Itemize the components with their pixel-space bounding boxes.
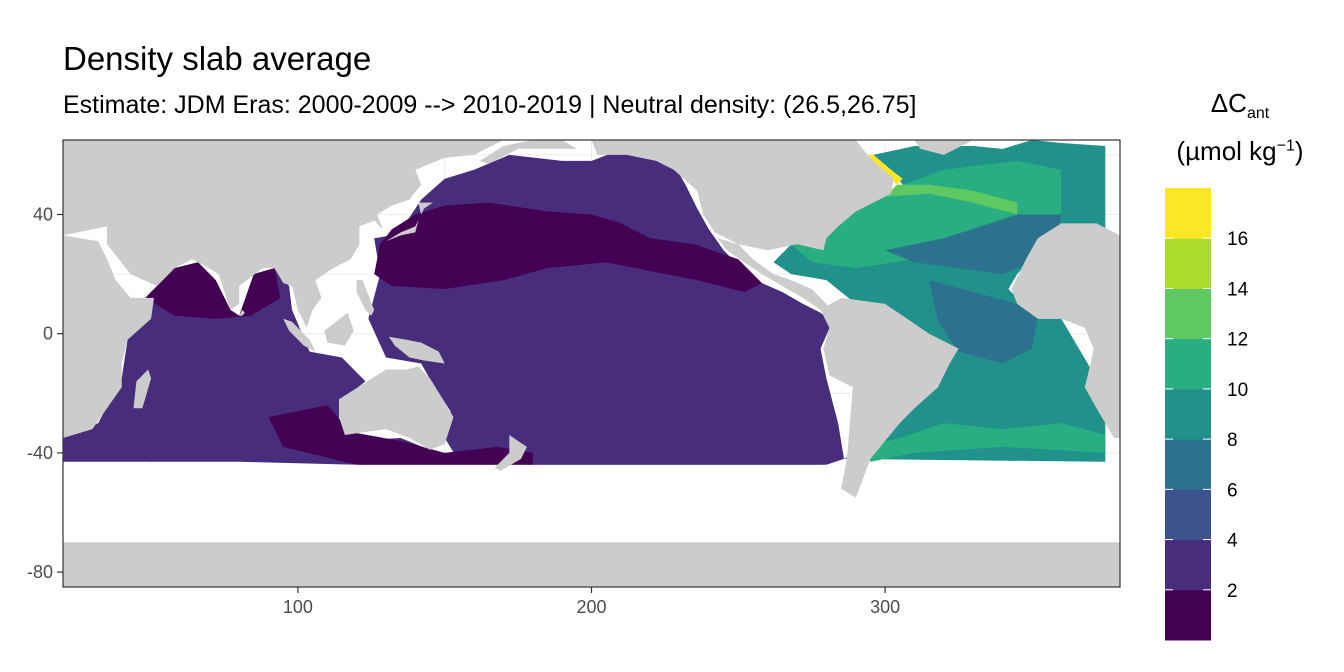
land-madagascar xyxy=(133,369,152,409)
land-australia xyxy=(339,366,454,450)
ocean-patch-layer xyxy=(145,154,1106,468)
land-layer xyxy=(63,140,1120,498)
map-subtitle: Estimate: JDM Eras: 2000-2009 --> 2010-2… xyxy=(63,91,917,119)
legend-tick-label: 16 xyxy=(1227,229,1248,250)
y-tick-label: 40 xyxy=(33,205,53,225)
legend-colorbar xyxy=(1165,188,1211,641)
ocean-patch-tasman-south-indian-band xyxy=(268,405,533,468)
legend-tick-label: 12 xyxy=(1227,330,1248,351)
ocean-patch-south-atlantic-band xyxy=(864,423,1106,462)
ocean-patch-atlantic-mid xyxy=(885,214,1062,275)
x-tick-label: 300 xyxy=(870,597,900,617)
antarctic-gap xyxy=(63,464,1120,543)
x-tick-label: 100 xyxy=(283,597,313,617)
legend-swatch xyxy=(1165,238,1211,289)
land-africa xyxy=(1011,223,1120,438)
y-tick-label: -80 xyxy=(27,562,53,582)
ocean-patch-newfoundland-band xyxy=(885,184,1018,215)
ocean-patch-subtropical-north-pacific xyxy=(374,202,762,292)
land-sumatra xyxy=(283,318,316,352)
land-new-guinea xyxy=(388,336,445,364)
land-africa-west-wrap xyxy=(63,235,154,438)
antarctica xyxy=(63,542,1120,587)
legend-swatch xyxy=(1165,188,1211,239)
land-japan xyxy=(386,202,433,242)
ocean-patch-arabian-bay-of-bengal xyxy=(145,262,281,319)
y-tick-label: 0 xyxy=(43,324,53,344)
land-south-america xyxy=(820,297,959,498)
x-axis: 100 200 300 xyxy=(283,587,900,617)
land-north-america xyxy=(591,140,894,251)
legend-swatch xyxy=(1165,589,1211,641)
y-tick-label: -40 xyxy=(27,443,53,463)
legend-title: ΔCant xyxy=(1210,88,1270,123)
land-central-america-mexico xyxy=(717,238,833,310)
legend-tick-label: 2 xyxy=(1227,581,1238,602)
y-axis: 40 0 -40 -80 xyxy=(27,205,63,582)
legend-swatch xyxy=(1165,489,1211,541)
map-title: Density slab average xyxy=(63,40,372,77)
legend-tick-label: 10 xyxy=(1227,380,1248,401)
x-tick-label: 200 xyxy=(576,597,606,617)
land-alaska-east-asia xyxy=(459,140,577,164)
land-sri-lanka xyxy=(239,309,245,316)
ocean-patch-atlantic-tropical xyxy=(929,280,1038,364)
legend-tick-label: 6 xyxy=(1227,480,1238,501)
legend-swatch xyxy=(1165,539,1211,591)
legend-swatch xyxy=(1165,388,1211,440)
land-eurasia xyxy=(63,140,504,328)
legend-swatch xyxy=(1165,288,1211,340)
land-borneo xyxy=(324,312,354,346)
legend-tick-label: 4 xyxy=(1227,531,1238,552)
legend-unit: (µmol kg−1) xyxy=(1176,136,1304,166)
legend-ticks: 2 4 6 8 10 12 14 16 xyxy=(1165,229,1249,602)
land-new-zealand xyxy=(494,435,527,471)
legend-swatch xyxy=(1165,338,1211,390)
ocean-region-indian-ocean xyxy=(63,262,445,465)
legend-tick-label: 8 xyxy=(1227,430,1238,451)
legend-tick-label: 14 xyxy=(1227,279,1249,300)
legend-swatch xyxy=(1165,439,1211,490)
land-philippines xyxy=(356,280,375,316)
land-greenland xyxy=(914,140,974,155)
